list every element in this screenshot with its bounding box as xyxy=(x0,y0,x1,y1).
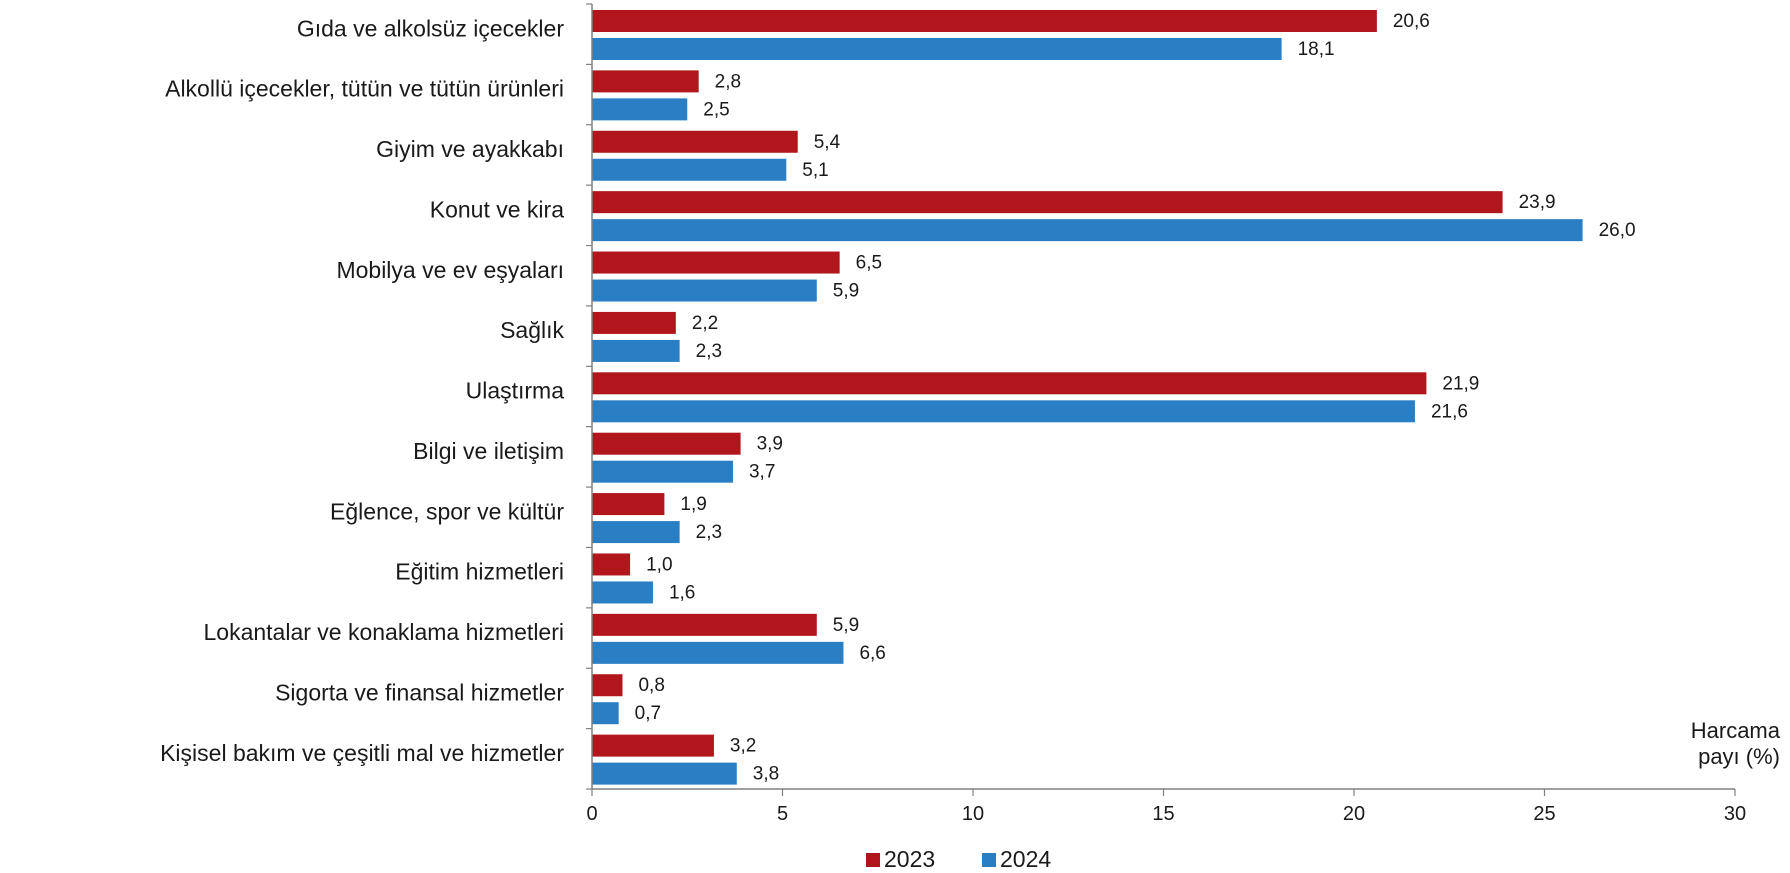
legend: 2023 2024 xyxy=(866,846,1051,872)
bar-2024 xyxy=(592,400,1415,423)
x-tick-label: 20 xyxy=(1343,803,1365,825)
legend-swatch-2024 xyxy=(982,853,996,867)
data-label-2023: 2,8 xyxy=(715,71,741,92)
bar-2023 xyxy=(592,10,1377,32)
bar-2024 xyxy=(592,158,787,181)
x-tick-label: 0 xyxy=(586,803,597,825)
data-label-2023: 3,9 xyxy=(757,434,783,455)
x-tick-label: 25 xyxy=(1533,803,1555,825)
category-label: Bilgi ve iletişim xyxy=(413,438,564,464)
data-label-2023: 6,5 xyxy=(856,253,882,274)
data-label-2023: 2,2 xyxy=(692,313,718,334)
category-label: Sağlık xyxy=(500,317,564,343)
category-label: Alkollü içecekler, tütün ve tütün ürünle… xyxy=(165,76,564,102)
data-label-2023: 23,9 xyxy=(1519,192,1556,213)
data-label-2024: 1,6 xyxy=(669,582,695,603)
legend-label-2023: 2023 xyxy=(884,846,935,872)
data-label-2024: 18,1 xyxy=(1298,39,1335,60)
data-label-2024: 2,3 xyxy=(696,522,722,543)
bar-2024 xyxy=(592,460,733,483)
data-label-2024: 2,5 xyxy=(703,99,729,120)
bar-2024 xyxy=(592,98,688,121)
labels-layer: Gıda ve alkolsüz içecekler 20,6 18,1 Alkoll… xyxy=(160,11,1635,785)
bar-2024 xyxy=(592,762,737,785)
bar-2023 xyxy=(592,553,631,576)
x-tick-label: 5 xyxy=(777,803,788,825)
data-label-2023: 20,6 xyxy=(1393,11,1430,32)
bar-2023 xyxy=(592,432,741,455)
data-label-2024: 21,6 xyxy=(1431,401,1468,422)
data-label-2023: 21,9 xyxy=(1442,373,1479,394)
bar-2023 xyxy=(592,251,840,274)
category-label: Gıda ve alkolsüz içecekler xyxy=(297,15,565,41)
x-tick-label: 15 xyxy=(1152,803,1174,825)
bar-2023 xyxy=(592,130,798,153)
data-label-2024: 3,7 xyxy=(749,462,775,483)
data-label-2023: 3,2 xyxy=(730,736,756,757)
category-label: Giyim ve ayakkabı xyxy=(376,136,564,162)
data-label-2023: 5,4 xyxy=(814,132,841,153)
data-label-2024: 26,0 xyxy=(1599,220,1636,241)
category-label: Konut ve kira xyxy=(430,196,564,222)
data-label-2023: 0,8 xyxy=(638,675,664,696)
category-label: Eğlence, spor ve kültür xyxy=(330,498,564,524)
bar-2024 xyxy=(592,641,844,664)
category-label: Kişisel bakım ve çeşitli mal ve hizmetle… xyxy=(160,740,564,766)
category-label: Mobilya ve ev eşyaları xyxy=(336,257,564,283)
bar-2024 xyxy=(592,702,619,725)
data-label-2024: 6,6 xyxy=(859,643,885,664)
bar-2024 xyxy=(592,339,680,362)
data-label-2024: 3,8 xyxy=(753,764,779,785)
data-label-2024: 2,3 xyxy=(696,341,722,362)
bar-2023 xyxy=(592,191,1503,214)
bar-2023 xyxy=(592,372,1427,395)
legend-swatch-2023 xyxy=(866,853,880,867)
x-axis-title-line1: Harcama xyxy=(1691,718,1781,743)
bars-layer xyxy=(592,10,1583,785)
x-tick-label: 30 xyxy=(1724,803,1746,825)
bar-2024 xyxy=(592,521,680,544)
data-label-2024: 5,1 xyxy=(802,160,828,181)
bar-2023 xyxy=(592,734,714,757)
legend-label-2024: 2024 xyxy=(1000,846,1051,872)
x-axis-title-line2: payı (%) xyxy=(1698,744,1780,769)
bar-2023 xyxy=(592,70,699,93)
bar-2024 xyxy=(592,38,1282,60)
bar-2023 xyxy=(592,493,665,516)
category-label: Lokantalar ve konaklama hizmetleri xyxy=(203,619,564,645)
data-label-2023: 5,9 xyxy=(833,615,859,636)
bar-2023 xyxy=(592,311,676,334)
category-label: Sigorta ve finansal hizmetler xyxy=(275,680,564,706)
x-tick-label: 10 xyxy=(962,803,984,825)
bar-2024 xyxy=(592,219,1583,242)
bar-2023 xyxy=(592,613,817,636)
category-label: Ulaştırma xyxy=(466,378,565,404)
data-label-2024: 0,7 xyxy=(635,703,661,724)
bar-2023 xyxy=(592,674,623,697)
ticks-layer: 0 5 10 15 20 25 30 xyxy=(586,3,1746,825)
data-label-2024: 5,9 xyxy=(833,281,859,302)
data-label-2023: 1,0 xyxy=(646,554,672,575)
bar-2024 xyxy=(592,279,817,302)
bar-2024 xyxy=(592,581,653,604)
data-label-2023: 1,9 xyxy=(680,494,706,515)
category-label: Eğitim hizmetleri xyxy=(395,559,564,585)
